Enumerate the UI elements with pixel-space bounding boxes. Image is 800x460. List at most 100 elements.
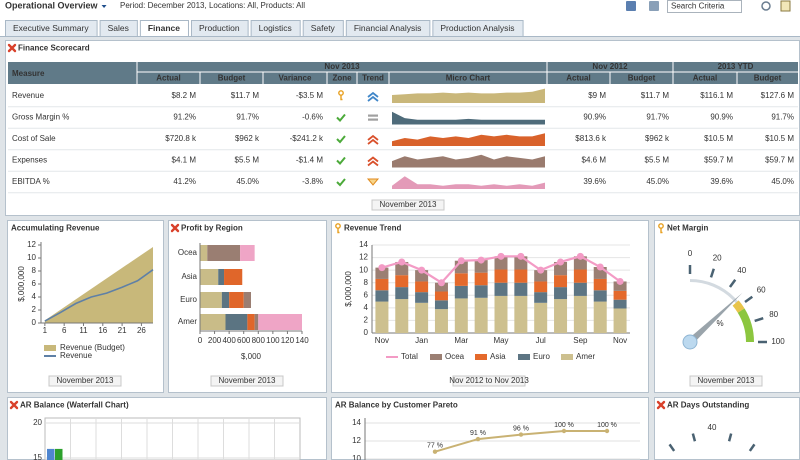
panel-title: Profit by Region [181,224,243,233]
bar-segment [554,299,568,333]
cell-value: 39.6% [583,177,606,186]
column-header: Budget [754,74,782,83]
bar-segment [613,290,627,300]
y-tick-label: 4 [32,292,37,301]
panel-title: AR Balance (Waterfall Chart) [20,401,129,410]
bar-segment [474,272,488,286]
tab-label[interactable]: Executive Summary [13,23,89,33]
y-tick-label: 2 [32,305,37,314]
y-tick-label: 6 [32,279,37,288]
dropdown-arrow[interactable] [101,5,107,8]
bar-segment [434,291,448,301]
key-icon [337,228,340,234]
panel-title: AR Days Outstanding [667,401,749,410]
column-header: Budget [218,74,246,83]
category-label: Euro [180,295,197,304]
legend-label: Total [401,352,418,361]
total-marker [437,279,445,287]
cell-value: $116.1 M [700,91,733,100]
column-header: Micro Chart [446,74,491,83]
legend-swatch [518,354,530,360]
bar-segment [218,269,225,285]
total-marker [398,258,406,266]
micro-chart [392,133,545,146]
tab-label[interactable]: Safety [311,23,336,33]
cell-value: $59.7 M [704,156,733,165]
category-label: Asia [181,272,197,281]
tab[interactable] [250,20,301,37]
tab-label[interactable]: Production Analysis [440,23,514,33]
bar-segment [200,292,222,308]
tab[interactable] [302,20,344,37]
bar-segment [415,302,429,333]
tab[interactable] [190,20,249,37]
panel-title: Revenue Trend [344,224,401,233]
bar-segment [613,308,627,333]
micro-chart [392,111,545,125]
measure-label: Gross Margin % [12,113,69,122]
tab[interactable] [99,20,138,37]
measure-label: Expenses [12,156,47,165]
cell-value: -$241.2 k [290,134,324,143]
column-header: Measure [12,69,45,78]
toolbar-icon[interactable] [649,1,659,11]
tab-label[interactable]: Logistics [259,23,292,33]
refresh-icon[interactable] [761,1,771,11]
search-box[interactable] [667,0,742,13]
gauge-tick [691,433,697,442]
cell-value: $4.1 M [172,156,197,165]
x-tick-label: 400 [222,336,236,345]
tab-label[interactable]: Sales [108,23,129,33]
tab[interactable] [432,20,524,37]
data-label: 77 % [427,443,443,450]
zone-check [336,178,346,187]
tab[interactable] [139,20,189,37]
cell-value: $11.7 M [641,91,670,100]
panel [654,397,800,460]
x-tick-label: 21 [118,326,127,335]
search-placeholder[interactable]: Search Criteria [671,2,725,11]
total-marker [378,264,386,272]
revenue-line [44,269,154,322]
bar-segment [593,278,607,291]
dashboard-title[interactable]: Operational Overview [5,0,99,10]
x-tick-label: 100 [266,336,280,345]
bar-segment [474,297,488,333]
y-tick-label: 10 [359,265,368,274]
tab-label[interactable]: Finance [148,23,180,33]
zone-check [336,135,346,144]
tab-label[interactable]: Financial Analysis [354,23,422,33]
bar-segment [514,295,528,333]
cumulative-marker [604,428,610,434]
group-header: Nov 2012 [592,62,628,71]
column-header: Zone [332,74,352,83]
export-icon[interactable] [780,0,791,12]
tab[interactable] [345,20,431,37]
bar-segment [613,299,627,309]
cumulative-marker [561,428,567,434]
y-tick-label: 6 [364,290,369,299]
x-tick-label: 0 [198,336,203,345]
cell-value: 90.9% [583,113,606,122]
y-tick-label: 12 [352,436,361,445]
y-axis-title: $,000,000 [344,271,353,307]
zone-check [336,156,346,165]
bar-segment [224,269,243,285]
toolbar-icon[interactable] [626,1,636,11]
trend-up [367,91,379,102]
bar-segment [534,270,548,282]
bar-segment [554,287,568,300]
panel-title: Finance Scorecard [18,44,90,53]
gauge-tick-label: 40 [708,423,717,432]
tab-label[interactable]: Production [199,23,240,33]
tab[interactable] [5,20,98,37]
cell-value: $8.2 M [172,91,197,100]
bar-segment [454,285,468,299]
total-marker [497,252,505,260]
bar-segment [474,260,488,273]
bar-segment [454,298,468,333]
micro-chart [392,154,545,168]
top-bar [0,0,800,16]
key-icon [660,228,663,234]
cell-value: 91.2% [173,113,196,122]
